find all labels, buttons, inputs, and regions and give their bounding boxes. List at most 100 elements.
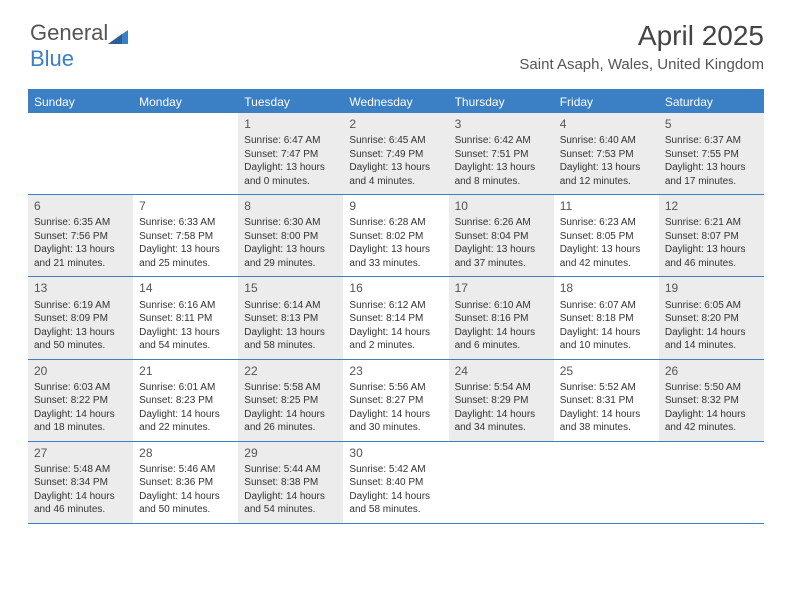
week-row: 1Sunrise: 6:47 AMSunset: 7:47 PMDaylight…	[28, 113, 764, 195]
sunrise-text: Sunrise: 6:07 AM	[560, 299, 653, 313]
day-header: Sunday	[28, 91, 133, 113]
daylight2-text: and 29 minutes.	[244, 257, 337, 271]
sunset-text: Sunset: 8:02 PM	[349, 230, 442, 244]
day-header: Saturday	[659, 91, 764, 113]
sunrise-text: Sunrise: 6:01 AM	[139, 381, 232, 395]
calendar-cell: 21Sunrise: 6:01 AMSunset: 8:23 PMDayligh…	[133, 360, 238, 441]
day-number: 19	[665, 280, 758, 296]
daylight2-text: and 22 minutes.	[139, 421, 232, 435]
logo: General Blue	[28, 20, 128, 72]
daylight2-text: and 4 minutes.	[349, 175, 442, 189]
weeks-container: 1Sunrise: 6:47 AMSunset: 7:47 PMDaylight…	[28, 113, 764, 524]
day-number: 28	[139, 445, 232, 461]
sunrise-text: Sunrise: 5:44 AM	[244, 463, 337, 477]
day-headers-row: SundayMondayTuesdayWednesdayThursdayFrid…	[28, 91, 764, 113]
day-number: 22	[244, 363, 337, 379]
week-row: 20Sunrise: 6:03 AMSunset: 8:22 PMDayligh…	[28, 360, 764, 442]
week-row: 13Sunrise: 6:19 AMSunset: 8:09 PMDayligh…	[28, 277, 764, 359]
daylight1-text: Daylight: 13 hours	[560, 161, 653, 175]
daylight1-text: Daylight: 13 hours	[139, 326, 232, 340]
calendar-cell: 28Sunrise: 5:46 AMSunset: 8:36 PMDayligh…	[133, 442, 238, 523]
sunset-text: Sunset: 7:49 PM	[349, 148, 442, 162]
logo-part2: Blue	[30, 46, 74, 71]
calendar: SundayMondayTuesdayWednesdayThursdayFrid…	[28, 89, 764, 524]
sunrise-text: Sunrise: 5:42 AM	[349, 463, 442, 477]
daylight1-text: Daylight: 13 hours	[665, 243, 758, 257]
day-number: 13	[34, 280, 127, 296]
sunrise-text: Sunrise: 6:14 AM	[244, 299, 337, 313]
day-number: 20	[34, 363, 127, 379]
sunrise-text: Sunrise: 6:30 AM	[244, 216, 337, 230]
sunset-text: Sunset: 8:11 PM	[139, 312, 232, 326]
calendar-cell	[28, 113, 133, 194]
day-number: 16	[349, 280, 442, 296]
calendar-cell	[554, 442, 659, 523]
calendar-cell: 4Sunrise: 6:40 AMSunset: 7:53 PMDaylight…	[554, 113, 659, 194]
daylight1-text: Daylight: 14 hours	[349, 326, 442, 340]
daylight1-text: Daylight: 14 hours	[665, 326, 758, 340]
calendar-cell	[659, 442, 764, 523]
calendar-cell: 11Sunrise: 6:23 AMSunset: 8:05 PMDayligh…	[554, 195, 659, 276]
day-number: 12	[665, 198, 758, 214]
daylight1-text: Daylight: 13 hours	[244, 243, 337, 257]
month-title: April 2025	[519, 20, 764, 52]
sunrise-text: Sunrise: 6:47 AM	[244, 134, 337, 148]
day-number: 8	[244, 198, 337, 214]
daylight2-text: and 50 minutes.	[139, 503, 232, 517]
day-number: 27	[34, 445, 127, 461]
day-number: 5	[665, 116, 758, 132]
day-number: 29	[244, 445, 337, 461]
calendar-cell: 23Sunrise: 5:56 AMSunset: 8:27 PMDayligh…	[343, 360, 448, 441]
sunset-text: Sunset: 8:25 PM	[244, 394, 337, 408]
sunset-text: Sunset: 7:51 PM	[455, 148, 548, 162]
daylight1-text: Daylight: 14 hours	[139, 490, 232, 504]
daylight2-text: and 58 minutes.	[349, 503, 442, 517]
sunset-text: Sunset: 8:31 PM	[560, 394, 653, 408]
daylight2-text: and 25 minutes.	[139, 257, 232, 271]
day-number: 23	[349, 363, 442, 379]
daylight1-text: Daylight: 13 hours	[560, 243, 653, 257]
daylight2-text: and 46 minutes.	[665, 257, 758, 271]
sunrise-text: Sunrise: 5:52 AM	[560, 381, 653, 395]
daylight1-text: Daylight: 14 hours	[349, 408, 442, 422]
calendar-cell: 19Sunrise: 6:05 AMSunset: 8:20 PMDayligh…	[659, 277, 764, 358]
sunrise-text: Sunrise: 5:50 AM	[665, 381, 758, 395]
daylight2-text: and 37 minutes.	[455, 257, 548, 271]
week-row: 6Sunrise: 6:35 AMSunset: 7:56 PMDaylight…	[28, 195, 764, 277]
daylight1-text: Daylight: 13 hours	[455, 243, 548, 257]
daylight2-text: and 38 minutes.	[560, 421, 653, 435]
day-number: 2	[349, 116, 442, 132]
daylight2-text: and 30 minutes.	[349, 421, 442, 435]
week-row: 27 Sunrise: 5:48 AMSunset: 8:34 PM Dayligh…	[28, 442, 764, 524]
sunset-text: Sunset: 7:55 PM	[665, 148, 758, 162]
sunset-text: Sunset: 8:29 PM	[455, 394, 548, 408]
day-number: 26	[665, 363, 758, 379]
calendar-cell: 1Sunrise: 6:47 AMSunset: 7:47 PMDaylight…	[238, 113, 343, 194]
calendar-cell: 18Sunrise: 6:07 AMSunset: 8:18 PMDayligh…	[554, 277, 659, 358]
daylight1-text: Daylight: 13 hours	[34, 326, 127, 340]
calendar-cell: 13Sunrise: 6:19 AMSunset: 8:09 PMDayligh…	[28, 277, 133, 358]
sunrise-text: Sunrise: 6:37 AM	[665, 134, 758, 148]
daylight2-text: and 8 minutes.	[455, 175, 548, 189]
sunrise-text: Sunrise: 6:26 AM	[455, 216, 548, 230]
sunrise-text: Sunrise: 5:46 AM	[139, 463, 232, 477]
calendar-cell	[133, 113, 238, 194]
sunset-text: Sunset: 8:09 PM	[34, 312, 127, 326]
daylight1-text: Daylight: 13 hours	[244, 326, 337, 340]
daylight1-text: Daylight: 14 hours	[560, 326, 653, 340]
day-number: 21	[139, 363, 232, 379]
daylight2-text: and 17 minutes.	[665, 175, 758, 189]
calendar-cell: 14Sunrise: 6:16 AMSunset: 8:11 PMDayligh…	[133, 277, 238, 358]
sunset-text: Sunset: 8:34 PM	[34, 476, 127, 490]
calendar-cell: 16Sunrise: 6:12 AMSunset: 8:14 PMDayligh…	[343, 277, 448, 358]
calendar-cell: 7Sunrise: 6:33 AMSunset: 7:58 PMDaylight…	[133, 195, 238, 276]
daylight1-text: Daylight: 13 hours	[455, 161, 548, 175]
daylight1-text: Daylight: 13 hours	[349, 243, 442, 257]
sunset-text: Sunset: 8:16 PM	[455, 312, 548, 326]
sunset-text: Sunset: 8:18 PM	[560, 312, 653, 326]
sunset-text: Sunset: 8:32 PM	[665, 394, 758, 408]
calendar-cell: 25Sunrise: 5:52 AMSunset: 8:31 PMDayligh…	[554, 360, 659, 441]
day-number: 1	[244, 116, 337, 132]
location: Saint Asaph, Wales, United Kingdom	[519, 56, 764, 73]
sunrise-text: Sunrise: 5:48 AM	[34, 463, 127, 477]
